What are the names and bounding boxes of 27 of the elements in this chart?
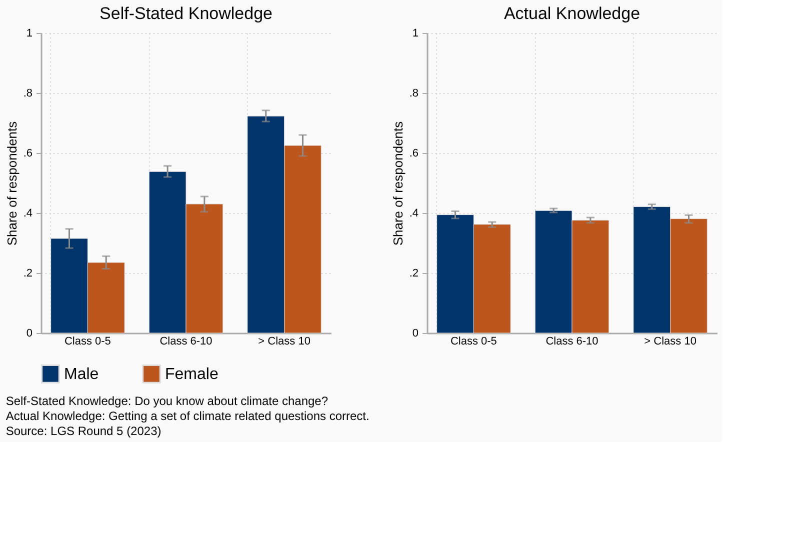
y-tick-label: .8 xyxy=(409,88,418,100)
y-tick-label: .6 xyxy=(409,148,418,160)
chart-title: Actual Knowledge xyxy=(504,4,640,23)
y-tick-label: .8 xyxy=(23,88,32,100)
y-tick-label: .6 xyxy=(23,148,32,160)
chart-title: Self-Stated Knowledge xyxy=(100,4,272,23)
y-tick-label: .4 xyxy=(409,208,418,220)
x-tick-label: Class 0-5 xyxy=(64,336,111,348)
y-tick-label: .4 xyxy=(23,208,32,220)
x-tick-label: Class 0-5 xyxy=(450,336,497,348)
y-axis-title: Share of respondents xyxy=(390,120,406,246)
text: Self-Stated Knowledge: Do you know about climate change? xyxy=(6,394,328,408)
legend-label: Male xyxy=(64,366,99,383)
y-axis-title: Share of respondents xyxy=(4,120,20,246)
y-tick-label: 0 xyxy=(26,328,32,340)
text: Actual Knowledge: Getting a set of climate related questions correct. xyxy=(6,409,370,423)
y-tick-label: .2 xyxy=(23,268,32,280)
y-tick-label: 0 xyxy=(412,328,418,340)
x-tick-label: Class 6-10 xyxy=(160,336,212,348)
x-tick-label: > Class 10 xyxy=(258,336,310,348)
source-note: Source: LGS Round 5 (2023) xyxy=(6,424,162,438)
x-tick-label: > Class 10 xyxy=(644,336,696,348)
y-tick-label: 1 xyxy=(26,28,32,40)
legend-label: Female xyxy=(165,366,218,383)
x-tick-label: Class 6-10 xyxy=(546,336,598,348)
y-tick-label: .2 xyxy=(409,268,418,280)
y-tick-label: 1 xyxy=(412,28,418,40)
